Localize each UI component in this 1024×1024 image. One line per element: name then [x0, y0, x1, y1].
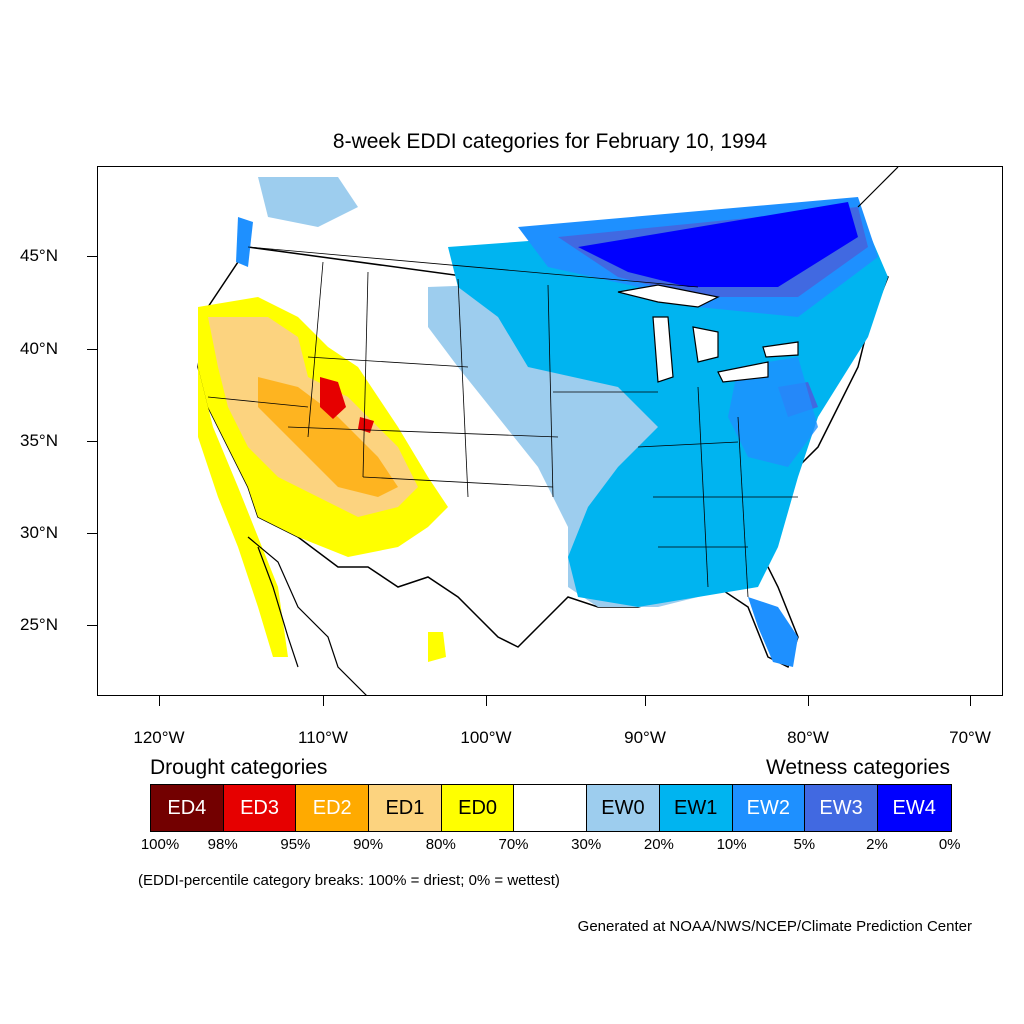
baja-outline [257, 546, 299, 668]
lon-label-100: 100°W [460, 728, 512, 747]
lat-label-40: 40°N [20, 339, 58, 358]
wetness-heading: Wetness categories [765, 756, 950, 779]
florida-ew-region [748, 597, 798, 667]
percentile-label: 2% [866, 836, 888, 853]
legend-box-ew3: EW3 [805, 785, 878, 831]
state-borders [207, 246, 798, 598]
legend-color-bar: ED4 ED3 ED2 ED1 ED0 EW0 EW1 EW2 EW3 EW4 [150, 784, 952, 832]
percentile-label: 10% [716, 836, 747, 853]
lon-tick-120 [159, 696, 160, 706]
lon-label-110: 110°W [298, 728, 348, 747]
legend-box-ed4: ED4 [151, 785, 224, 831]
north-ew4-region [578, 202, 858, 287]
legend-box-ed0: ED0 [441, 785, 515, 831]
lat-tick-25 [87, 625, 97, 626]
west-ed3-region [320, 377, 346, 419]
lon-tick-100 [486, 696, 487, 706]
legend-box-ed1: ED1 [369, 785, 442, 831]
lon-label-90: 90°W [624, 728, 666, 747]
map-title: 8-week EDDI categories for February 10, … [332, 130, 768, 153]
lon-label-80: 80°W [787, 728, 829, 747]
legend-box-ew0: EW0 [587, 785, 660, 831]
lon-tick-80 [808, 696, 809, 706]
percentile-label: 5% [793, 836, 816, 853]
california-ed0-coast [198, 367, 288, 657]
lat-label-45: 45°N [20, 246, 58, 265]
west-ed3-spot [358, 417, 374, 433]
canada-coast [857, 167, 899, 208]
lon-tick-90 [645, 696, 646, 706]
northwest-ew1-region [258, 177, 358, 227]
lat-label-35: 35°N [20, 431, 58, 450]
percentile-label: 70% [498, 836, 529, 853]
percentile-label: 80% [425, 836, 456, 853]
percentile-label: 95% [280, 836, 311, 853]
lat-tick-40 [87, 349, 97, 350]
legend-box-neutral [514, 785, 588, 831]
lon-tick-110 [323, 696, 324, 706]
category-note: (EDDI-percentile category breaks: 100% =… [138, 872, 560, 889]
east-ew2-region [728, 357, 818, 467]
eddi-map [197, 167, 899, 695]
percentile-label: 90% [353, 836, 384, 853]
lat-tick-35 [87, 441, 97, 442]
northwest-ew4-spot [236, 217, 253, 267]
lon-label-120: 120°W [133, 728, 185, 747]
percentile-label: 100% [140, 836, 180, 853]
percentile-label: 30% [571, 836, 602, 853]
percentile-label: 20% [643, 836, 674, 853]
lon-label-70: 70°W [949, 728, 991, 747]
lat-tick-30 [87, 533, 97, 534]
legend-box-ed2: ED2 [296, 785, 370, 831]
percentile-label: 0% [938, 836, 961, 853]
lat-label-25: 25°N [20, 615, 58, 634]
percentile-label: 98% [207, 836, 238, 853]
legend-box-ew4: EW4 [877, 785, 951, 831]
mexico-outline [247, 536, 367, 695]
lon-tick-70 [970, 696, 971, 706]
map-panel [97, 166, 1003, 696]
lat-label-30: 30°N [20, 523, 58, 542]
great-lakes [617, 284, 799, 383]
drought-heading: Drought categories [150, 756, 328, 779]
legend-box-ew2: EW2 [732, 785, 806, 831]
legend-box-ew1: EW1 [659, 785, 733, 831]
legend-box-ed3: ED3 [223, 785, 297, 831]
credit-line: Generated at NOAA/NWS/NCEP/Climate Predi… [577, 918, 972, 935]
texas-ed0-spot [428, 632, 446, 662]
lat-tick-45 [87, 256, 97, 257]
